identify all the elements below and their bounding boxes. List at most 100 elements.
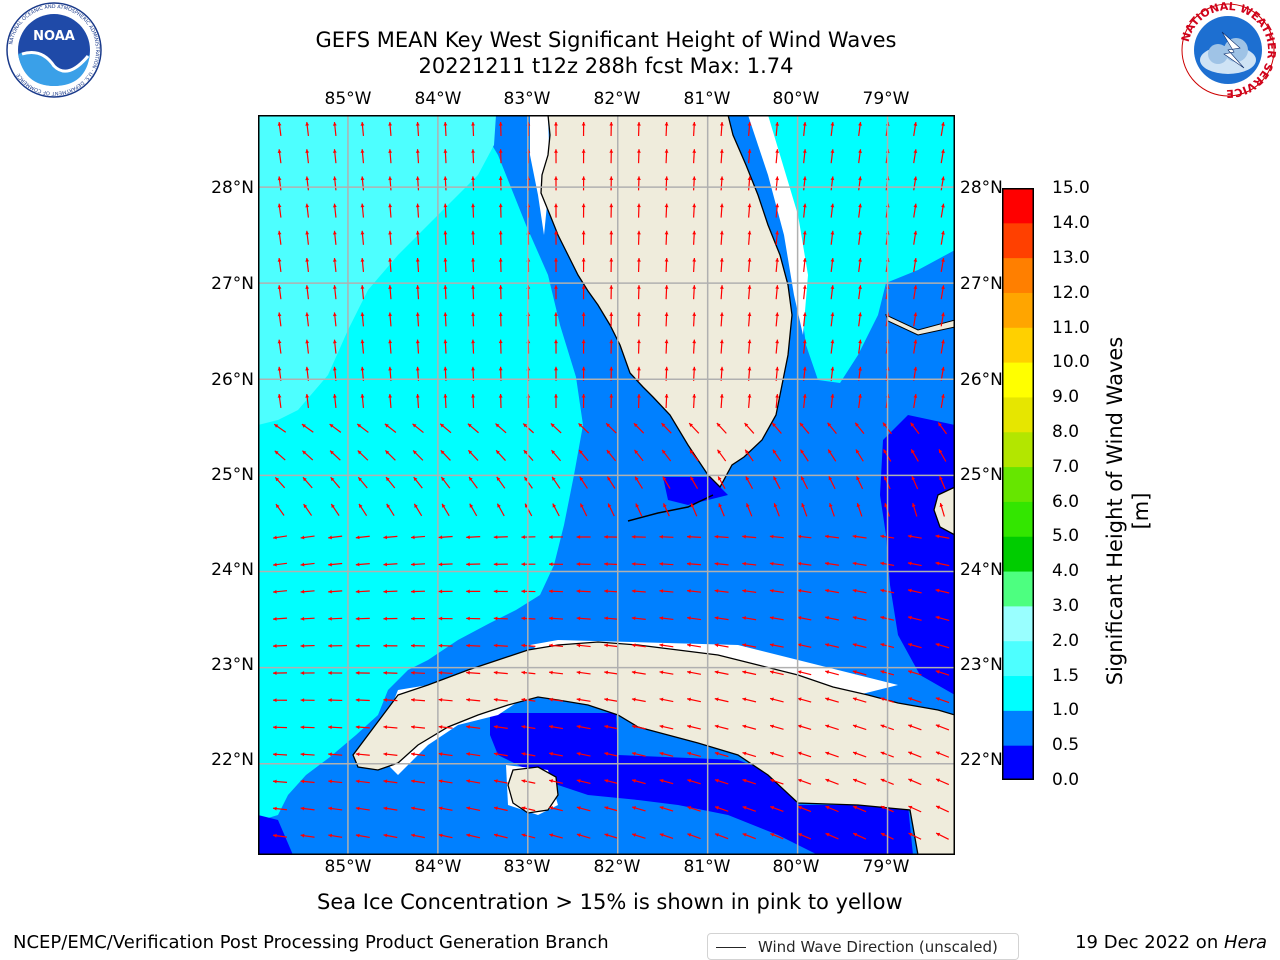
wind-wave-arrow (802, 285, 807, 300)
wind-wave-arrow (770, 805, 784, 813)
wind-wave-arrow (493, 833, 508, 839)
wind-wave-arrow (773, 503, 780, 517)
wind-wave-arrow (911, 475, 919, 490)
wind-wave-arrow (719, 257, 724, 273)
colorbar-tick-12: 10.0 (1052, 352, 1090, 372)
wind-wave-arrow (579, 476, 588, 489)
wind-wave-arrow (609, 339, 614, 354)
wind-wave-arrow (272, 535, 288, 540)
wind-wave-arrow (466, 616, 481, 621)
wind-wave-arrow (549, 752, 563, 757)
wind-wave-arrow (272, 562, 288, 567)
wind-wave-arrow (272, 806, 288, 811)
land-cuba (352, 641, 955, 855)
wind-wave-arrow (714, 670, 729, 675)
wind-wave-arrow (303, 503, 313, 516)
wind-wave-arrow (828, 476, 836, 490)
wind-wave-arrow (388, 285, 393, 300)
wind-wave-arrow (443, 393, 448, 409)
wind-wave-arrow (775, 149, 780, 164)
wind-wave-arrow (468, 476, 478, 489)
wind-wave-arrow (747, 230, 752, 245)
wind-wave-arrow (802, 203, 807, 218)
wind-wave-arrow (329, 450, 341, 461)
wind-wave-arrow (802, 176, 807, 191)
legend-line-swatch (716, 947, 746, 948)
wind-wave-arrow (802, 121, 807, 137)
wind-wave-arrow (935, 805, 949, 813)
wind-wave-arrow (636, 203, 641, 218)
wind-wave-arrow (855, 449, 864, 462)
wind-wave-arrow (551, 476, 561, 489)
wind-wave-arrow (438, 616, 453, 621)
wind-wave-arrow (913, 312, 918, 327)
wind-wave-arrow (415, 230, 420, 245)
wind-wave-arrow (940, 149, 945, 164)
wind-wave-arrow (388, 149, 393, 164)
wind-wave-arrow (664, 285, 669, 300)
wind-wave-arrow (384, 450, 396, 461)
wind-wave-arrow (355, 833, 370, 839)
wind-wave-arrow (385, 476, 396, 489)
wind-wave-arrow (830, 393, 835, 409)
wind-wave-arrow (664, 121, 669, 137)
wind-wave-arrow (581, 176, 586, 191)
wind-wave-arrow (300, 535, 315, 540)
wind-wave-arrow (576, 724, 591, 730)
wind-wave-arrow (471, 230, 475, 245)
wind-wave-arrow (328, 833, 343, 838)
wind-wave-arrow (935, 642, 950, 649)
wind-wave-arrow (471, 257, 475, 273)
wind-wave-arrow (305, 230, 310, 245)
wind-wave-arrow (769, 643, 784, 648)
colorbar-tick-0: 0.0 (1052, 770, 1080, 790)
wind-wave-arrow (636, 285, 641, 300)
wind-wave-arrow (799, 422, 810, 434)
wind-wave-arrow (856, 502, 863, 517)
wind-wave-arrow (471, 203, 475, 218)
wind-wave-arrow (802, 257, 807, 273)
wind-wave-arrow (466, 697, 481, 702)
wind-wave-arrow (355, 698, 370, 702)
wind-wave-arrow (443, 366, 448, 381)
wind-wave-arrow (802, 149, 807, 164)
wind-wave-arrow (664, 257, 669, 273)
wind-wave-arrow (609, 393, 614, 409)
wind-wave-arrow (692, 203, 697, 218)
wind-wave-arrow (775, 339, 780, 354)
wind-wave-arrow (858, 203, 862, 218)
wind-wave-arrow (604, 670, 619, 675)
wind-wave-arrow (830, 230, 835, 245)
wind-wave-arrow (493, 589, 508, 594)
wind-wave-arrow (550, 449, 562, 462)
wind-wave-arrow (747, 149, 752, 164)
wind-wave-arrow (493, 806, 508, 812)
wind-wave-arrow (636, 176, 641, 191)
wind-wave-arrow (388, 257, 393, 273)
colorbar-swatch (1002, 188, 1034, 224)
wind-wave-arrow (825, 697, 839, 703)
wind-wave-arrow (604, 535, 619, 539)
colorbar-tick-13: 11.0 (1052, 318, 1090, 338)
wind-wave-arrow (277, 121, 282, 137)
wind-wave-arrow (662, 476, 671, 489)
colorbar-swatch (1002, 745, 1034, 781)
wind-wave-arrow (714, 616, 729, 621)
wind-wave-arrow (360, 149, 365, 164)
wind-wave-arrow (576, 670, 591, 675)
wind-wave-arrow (852, 588, 867, 594)
lon-label-top-79w: 79°W (862, 89, 910, 109)
colorbar-swatch (1002, 675, 1034, 711)
wind-wave-arrow (719, 339, 724, 354)
wind-wave-arrow (332, 312, 337, 327)
wind-wave-arrow (692, 312, 697, 327)
wind-wave-arrow (358, 503, 368, 516)
wind-wave-arrow (858, 285, 862, 300)
wind-wave-arrow (554, 312, 558, 327)
wind-wave-arrow (576, 589, 591, 594)
colorbar-tick-5: 3.0 (1052, 596, 1080, 616)
wind-wave-arrow (852, 561, 867, 566)
wind-wave-arrow (742, 670, 757, 676)
wind-wave-arrow (355, 725, 370, 730)
lon-label-bottom-84w: 84°W (414, 857, 462, 877)
